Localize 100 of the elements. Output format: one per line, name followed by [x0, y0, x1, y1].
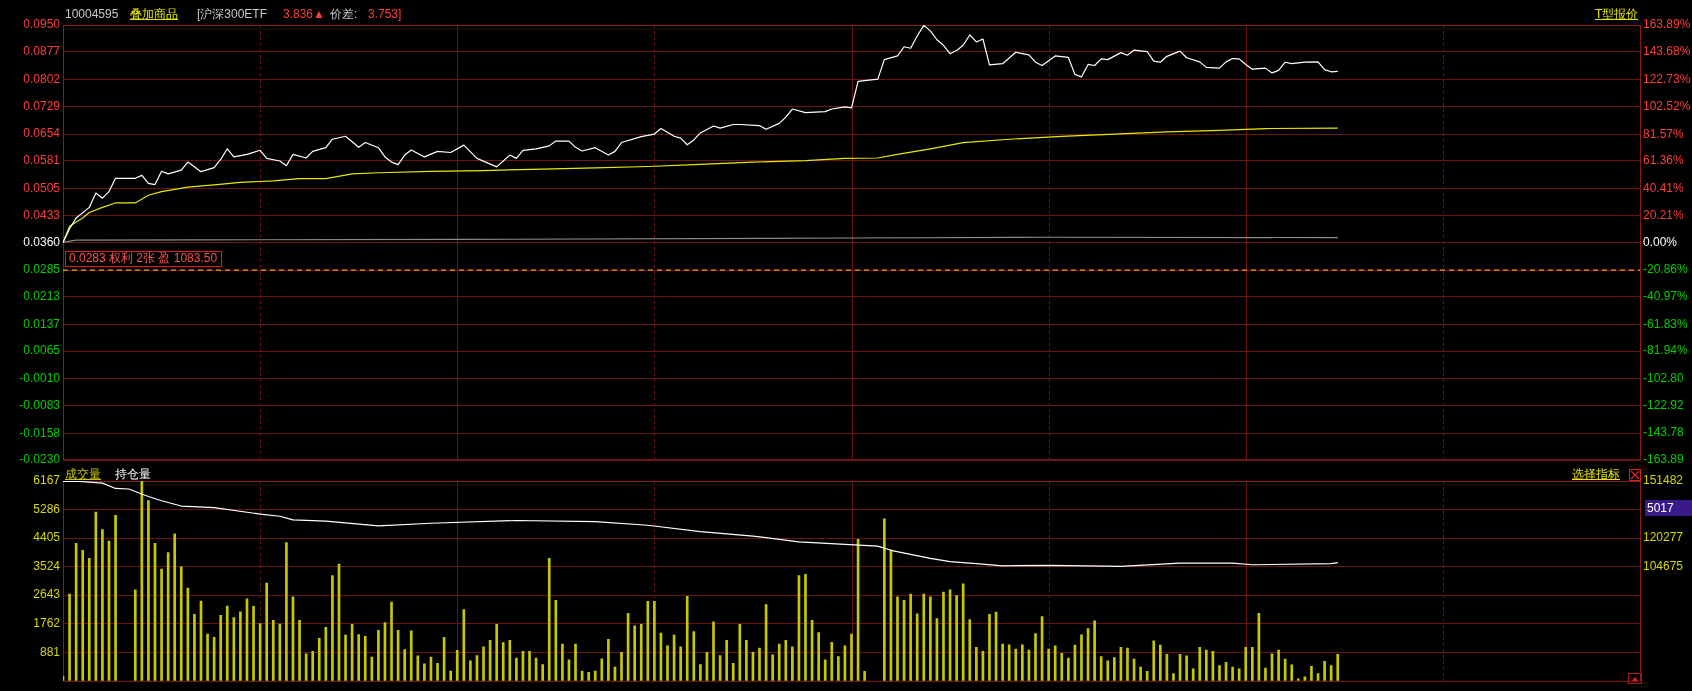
bar	[508, 639, 512, 681]
bar	[1277, 649, 1280, 681]
bar	[81, 549, 85, 681]
y2-tick-label: -20.86%	[1643, 262, 1689, 277]
bar	[1152, 640, 1156, 681]
text: 价差:	[330, 7, 358, 21]
bar	[791, 646, 794, 681]
bar	[692, 631, 696, 681]
y2-tick-label: -61.83%	[1643, 316, 1689, 331]
bar	[370, 656, 374, 681]
bar	[271, 619, 275, 681]
bar	[1244, 647, 1248, 681]
bar	[639, 624, 643, 681]
bar	[593, 670, 597, 681]
bar	[403, 649, 407, 681]
text: 叠加商品	[130, 7, 178, 21]
bar	[377, 629, 380, 681]
bar	[968, 619, 972, 681]
y2-tick-label: -102.80	[1643, 371, 1685, 386]
bar	[771, 654, 774, 681]
bar	[922, 593, 926, 681]
bar	[646, 601, 650, 681]
y2-tick-label: -122.92	[1643, 397, 1685, 412]
bar	[252, 605, 255, 681]
bar	[541, 664, 544, 681]
bar	[1250, 647, 1254, 681]
bar	[600, 658, 604, 681]
y-tick-label: 0.0654	[23, 126, 61, 141]
y2-tick-label: 163.89%	[1643, 17, 1691, 32]
bar	[1007, 644, 1011, 681]
bar	[1264, 667, 1267, 681]
bar	[225, 605, 229, 681]
y-tick-label: -0.0230	[19, 452, 61, 467]
bar	[850, 633, 853, 681]
y-tick-label: 5286	[33, 501, 61, 516]
bar	[1290, 664, 1294, 681]
text: 5017	[1645, 500, 1692, 516]
bar	[988, 614, 991, 681]
bar	[87, 558, 91, 681]
bar	[1093, 620, 1096, 681]
bar	[173, 533, 177, 681]
y-tick-label: 0.0213	[23, 288, 61, 303]
bar	[501, 642, 505, 681]
bar	[915, 613, 919, 681]
y-tick-label: 0.0729	[23, 98, 61, 113]
bar	[863, 671, 866, 681]
bar	[1001, 643, 1004, 681]
y2-tick-label: 143.68%	[1643, 44, 1691, 59]
y2-tick-label: -163.89	[1643, 452, 1685, 467]
bar	[416, 655, 420, 681]
bar	[883, 518, 886, 681]
bar	[68, 593, 71, 681]
text: 选择指标	[1572, 467, 1620, 481]
bar	[423, 663, 426, 681]
bar	[830, 641, 834, 681]
bar	[1185, 655, 1188, 681]
bar	[554, 600, 558, 681]
bar	[666, 645, 669, 681]
bar	[1310, 665, 1313, 681]
bar	[837, 656, 840, 681]
bar	[745, 639, 748, 681]
bar	[712, 621, 715, 681]
text: [沪深300ETF	[197, 7, 268, 21]
y-tick-label: 2643	[33, 587, 61, 602]
bar	[1067, 657, 1070, 681]
y2-tick-label: 81.57%	[1643, 126, 1685, 141]
bar	[285, 542, 288, 681]
bar	[823, 659, 827, 681]
bar	[1323, 661, 1326, 681]
y-tick-label: 0.0950	[23, 17, 61, 32]
y2-tick-label: 40.41%	[1643, 181, 1685, 196]
bar	[1159, 644, 1162, 681]
bar	[1198, 647, 1202, 681]
bar	[1126, 647, 1129, 681]
bar	[929, 596, 932, 681]
bar	[239, 611, 242, 681]
bar	[1336, 653, 1340, 681]
bar	[1099, 656, 1103, 681]
bar	[1204, 649, 1208, 681]
bar	[942, 591, 945, 681]
bar	[1047, 648, 1050, 681]
bar	[685, 595, 689, 681]
bar	[653, 601, 656, 681]
bar	[738, 624, 742, 681]
y2-tick-label: -81.94%	[1643, 343, 1689, 358]
y-tick-label: -0.0083	[19, 397, 61, 412]
bar	[574, 643, 577, 681]
bar	[1053, 645, 1057, 681]
bar	[357, 634, 361, 681]
bar	[1080, 634, 1083, 681]
y2-tick-label: 151482	[1643, 473, 1684, 488]
bar	[1014, 648, 1018, 681]
y-tick-label: 0.0581	[23, 153, 61, 168]
series-label: 持仓量	[115, 467, 151, 481]
bar	[495, 624, 499, 681]
bar	[1218, 665, 1221, 681]
bar	[784, 639, 788, 681]
bar	[975, 647, 978, 681]
text: T型报价	[1595, 7, 1639, 21]
y-tick-label: -0.0010	[19, 371, 61, 386]
